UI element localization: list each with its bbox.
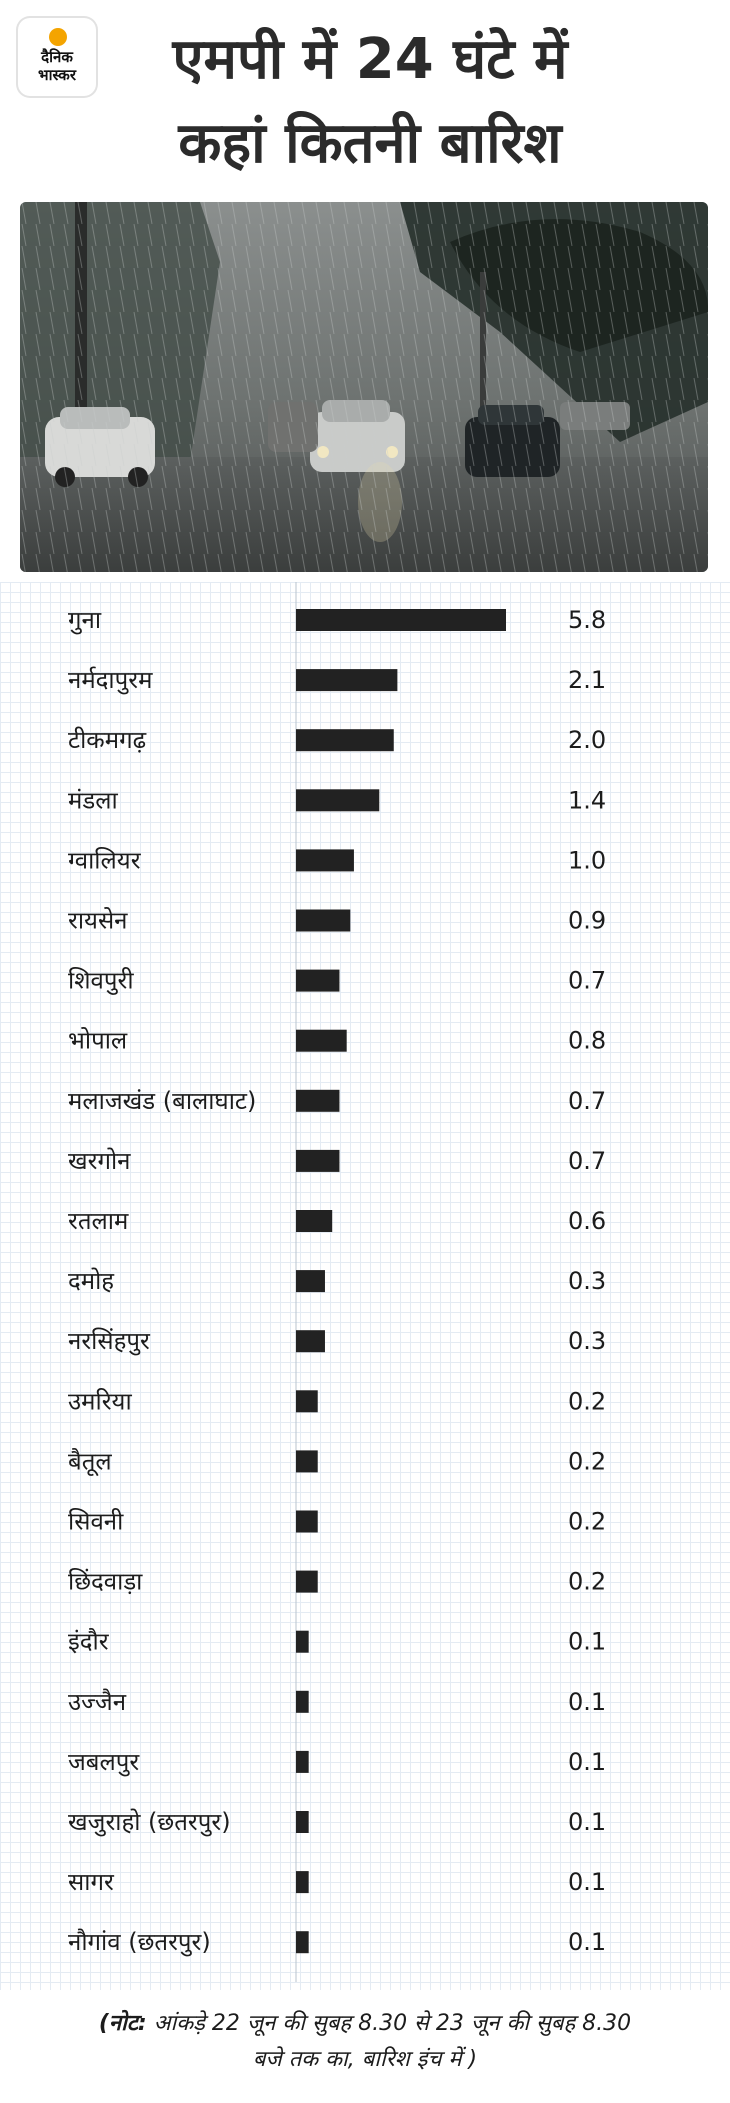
category-label: उज्जैन: [68, 1688, 127, 1716]
bar: [296, 1390, 318, 1413]
category-label: मंडला: [68, 786, 118, 814]
bar: [296, 1630, 309, 1653]
bar: [296, 1210, 333, 1232]
title-line-2: कहां कितनी बारिश: [178, 111, 562, 176]
category-label: सिवनी: [68, 1508, 124, 1536]
category-label: बैतूल: [68, 1447, 112, 1476]
title-line-1: एमपी में 24 घंटे में: [172, 27, 568, 92]
bar: [296, 1510, 318, 1533]
category-label: छिंदवाड़ा: [68, 1568, 143, 1596]
bar: [296, 1931, 309, 1954]
category-label: रतलाम: [68, 1207, 129, 1235]
category-label: दमोह: [68, 1267, 115, 1295]
note-line-1: आंकड़े 22 जून की सुबह 8.30 से 23 जून की …: [146, 2011, 632, 2036]
value-label: 0.7: [568, 967, 606, 995]
bar: [296, 849, 354, 872]
value-label: 0.7: [568, 1147, 606, 1175]
value-label: 0.1: [568, 1808, 606, 1836]
value-label: 0.1: [568, 1748, 606, 1776]
bar: [296, 1330, 325, 1353]
category-label: इंदौर: [68, 1628, 110, 1656]
value-label: 0.2: [568, 1447, 606, 1475]
value-label: 0.1: [568, 1868, 606, 1896]
category-label: मलाजखंड (बालाघाट): [68, 1087, 256, 1115]
bar: [296, 1270, 325, 1293]
sun-icon: [49, 28, 67, 46]
value-label: 0.2: [568, 1387, 606, 1415]
bar: [296, 1149, 340, 1172]
category-label: नर्मदापुरम: [68, 666, 153, 695]
brand-logo: दैनिक भास्कर: [18, 18, 96, 96]
value-label: 0.7: [568, 1087, 606, 1115]
bar: [296, 1690, 309, 1713]
category-label: खजुराहो (छतरपुर): [68, 1808, 231, 1837]
category-label: नरसिंहपुर: [68, 1327, 151, 1356]
category-label: रायसेन: [68, 907, 128, 935]
note-prefix: (नोट:: [98, 2011, 147, 2036]
bar: [296, 669, 398, 692]
chart-note: (नोट: आंकड़े 22 जून की सुबह 8.30 से 23 ज…: [30, 2006, 700, 2078]
bar: [296, 789, 380, 812]
bar: [296, 909, 351, 932]
value-label: 0.1: [568, 1928, 606, 1956]
rain-street-photo: [20, 202, 708, 572]
category-label: ग्वालियर: [68, 846, 142, 874]
category-label: जबलपुर: [68, 1748, 140, 1777]
bar: [296, 1570, 318, 1593]
value-label: 0.2: [568, 1568, 606, 1596]
category-label: सागर: [68, 1868, 115, 1896]
category-label: खरगोन: [68, 1147, 131, 1175]
rainfall-chart: गुना 5.8 नर्मदापुरम 2.1 टीकमगढ़ 2.0 मंडला 1.4 ग्…: [0, 582, 730, 1990]
value-label: 1.4: [568, 786, 606, 814]
value-label: 0.2: [568, 1508, 606, 1536]
value-label: 0.1: [568, 1688, 606, 1716]
category-label: शिवपुरी: [68, 967, 134, 996]
brand-line-2: भास्कर: [38, 66, 76, 84]
rain-photo-illustration: [20, 202, 708, 572]
value-label: 0.3: [568, 1267, 606, 1295]
category-label: नौगांव (छतरपुर): [68, 1928, 211, 1957]
value-label: 2.0: [568, 726, 606, 754]
value-label: 0.6: [568, 1207, 606, 1235]
bar: [296, 1750, 309, 1773]
bar: [296, 969, 340, 992]
note-line-2: बजे तक का, बारिश इंच में ): [252, 2047, 478, 2072]
bar: [296, 1811, 309, 1833]
value-label: 2.1: [568, 666, 606, 694]
bar: [296, 1089, 340, 1112]
category-label: उमरिया: [68, 1387, 132, 1415]
value-label: 5.8: [568, 606, 606, 634]
value-label: 0.1: [568, 1628, 606, 1656]
bar: [296, 1871, 309, 1894]
bar: [296, 1029, 347, 1052]
bar: [296, 609, 506, 631]
value-label: 0.8: [568, 1027, 606, 1055]
bar: [296, 729, 394, 752]
brand-line-1: दैनिक: [41, 48, 73, 66]
category-label: भोपाल: [68, 1027, 128, 1055]
bar: [296, 1450, 318, 1473]
value-label: 1.0: [568, 846, 606, 874]
page-title: एमपी में 24 घंटे में कहां कितनी बारिश: [110, 18, 630, 186]
category-label: टीकमगढ़: [68, 726, 147, 754]
rainfall-bar-chart: गुना 5.8 नर्मदापुरम 2.1 टीकमगढ़ 2.0 मंडला 1.4 ग्…: [68, 582, 606, 1982]
value-label: 0.3: [568, 1327, 606, 1355]
value-label: 0.9: [568, 907, 606, 935]
category-label: गुना: [68, 606, 102, 635]
